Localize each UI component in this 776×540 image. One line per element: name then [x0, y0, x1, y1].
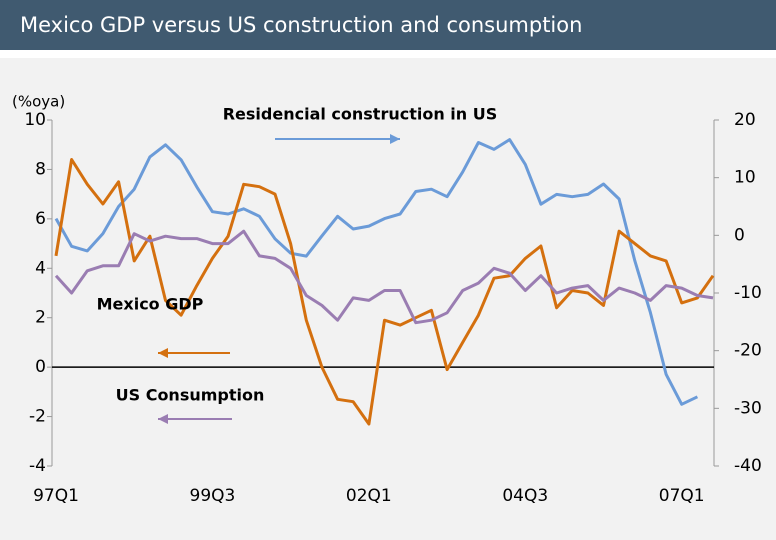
y2-tick-label: 20 — [734, 110, 756, 130]
legend-arrowhead — [390, 134, 400, 144]
x-tick-label: 07Q1 — [659, 486, 705, 506]
y-tick-label: 2 — [35, 308, 46, 328]
legend-arrowhead — [158, 414, 168, 424]
series-line — [54, 229, 714, 325]
y2-tick-label: -40 — [734, 456, 762, 476]
y-tick-label: -2 — [29, 407, 46, 427]
y2-tick-label: -30 — [734, 398, 762, 418]
legend-label: Mexico GDP — [97, 295, 204, 314]
y-tick-label: -4 — [29, 456, 46, 476]
x-tick-label: 97Q1 — [33, 486, 79, 506]
legend-label: US Consumption — [116, 386, 265, 405]
x-tick-label: 99Q3 — [190, 486, 236, 506]
legend-label: Residencial construction in US — [223, 105, 498, 124]
y-tick-label: 10 — [24, 110, 46, 130]
y2-tick-label: -20 — [734, 341, 762, 361]
series-line — [54, 158, 715, 426]
legend-arrowhead — [158, 348, 168, 358]
header: Mexico GDP versus US construction and co… — [0, 0, 776, 50]
y2-tick-label: -10 — [734, 283, 762, 303]
y-tick-label: 6 — [35, 209, 46, 229]
y-tick-label: 4 — [35, 258, 46, 278]
y2-tick-label: 10 — [734, 168, 756, 188]
x-tick-label: 02Q1 — [346, 486, 392, 506]
y-tick-label: 8 — [35, 159, 46, 179]
y2-tick-label: 0 — [734, 225, 745, 245]
y-tick-label: 0 — [35, 357, 46, 377]
series-line — [54, 138, 699, 406]
x-tick-label: 04Q3 — [502, 486, 548, 506]
y-axis-label: (%oya) — [12, 93, 65, 111]
